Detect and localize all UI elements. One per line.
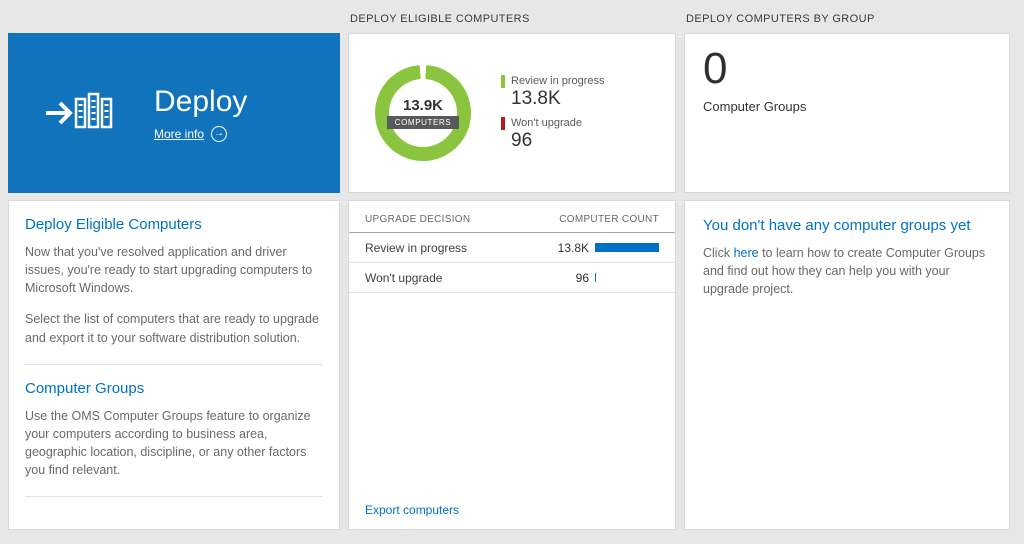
legend-value: 13.8K bbox=[511, 87, 561, 109]
section-deploy-eligible: Deploy Eligible Computers Now that you'v… bbox=[25, 201, 323, 365]
more-info-label: More info bbox=[154, 126, 205, 141]
donut-legend: Review in progress 13.8K Won't upgrade 9… bbox=[501, 68, 605, 159]
deploy-description-card: Deploy Eligible Computers Now that you'v… bbox=[8, 200, 340, 530]
middle-column: 13.9K COMPUTERS Review in progress 13.8K… bbox=[348, 33, 676, 530]
row-label: Won't upgrade bbox=[365, 270, 443, 285]
deploy-tile[interactable]: Deploy More info → bbox=[8, 33, 340, 193]
more-info-link[interactable]: More info → bbox=[154, 125, 247, 142]
column-header-computer-count: COMPUTER COUNT bbox=[559, 214, 659, 225]
table-row-wont-upgrade[interactable]: Won't upgrade 96 bbox=[349, 263, 675, 293]
tile-title: Deploy bbox=[154, 84, 248, 118]
row-label: Review in progress bbox=[365, 240, 468, 255]
deploy-servers-icon bbox=[42, 87, 120, 139]
right-column: 0 Computer Groups You don't have any com… bbox=[684, 33, 1010, 530]
row-value: 96 bbox=[575, 270, 589, 285]
heading-computer-groups: Computer Groups bbox=[25, 379, 145, 397]
count-bar-track bbox=[595, 243, 659, 252]
legend-item-review-in-progress: Review in progress 13.8K bbox=[501, 74, 605, 110]
section-header-deploy-eligible: DEPLOY ELIGIBLE COMPUTERS bbox=[350, 13, 530, 25]
legend-swatch-red bbox=[501, 116, 505, 130]
upgrade-decision-table-card: UPGRADE DECISION COMPUTER COUNT Review i… bbox=[348, 200, 676, 530]
legend-item-wont-upgrade: Won't upgrade 96 bbox=[501, 116, 605, 152]
row-value: 13.8K bbox=[557, 240, 589, 255]
donut-center: 13.9K COMPUTERS bbox=[375, 65, 471, 161]
donut-total-value: 13.9K bbox=[402, 97, 444, 114]
legend-label-row: Review in progress bbox=[501, 74, 605, 88]
section-header-deploy-by-group: DEPLOY COMPUTERS BY GROUP bbox=[686, 13, 875, 25]
legend-swatch-green bbox=[501, 74, 505, 88]
section-computer-groups: Computer Groups Use the OMS Computer Gro… bbox=[25, 365, 323, 498]
legend-label: Review in progress bbox=[511, 75, 605, 88]
heading-deploy-eligible-computers: Deploy Eligible Computers bbox=[25, 216, 202, 233]
count-bar-track bbox=[595, 273, 659, 282]
no-groups-text-before: Click bbox=[703, 246, 734, 260]
computers-donut-chart[interactable]: 13.9K COMPUTERS bbox=[375, 65, 471, 161]
no-groups-text: Click here to learn how to create Comput… bbox=[703, 244, 991, 298]
computer-groups-count-card: 0 Computer Groups bbox=[684, 33, 1010, 193]
paragraph-resolved-issues: Now that you've resolved application and… bbox=[25, 245, 313, 296]
donut-total-label: COMPUTERS bbox=[386, 116, 460, 129]
no-groups-text-after: to learn how to create Computer Groups a… bbox=[703, 246, 986, 297]
legend-label: Won't upgrade bbox=[511, 117, 583, 129]
count-bar bbox=[595, 273, 597, 282]
table-row-review-in-progress[interactable]: Review in progress 13.8K bbox=[349, 233, 675, 263]
legend-label-row: Won't upgrade bbox=[501, 116, 605, 130]
eligible-computers-chart-card: 13.9K COMPUTERS Review in progress 13.8K… bbox=[348, 33, 676, 193]
here-link[interactable]: here bbox=[733, 246, 759, 260]
tile-text: Deploy More info → bbox=[154, 85, 247, 142]
paragraph-oms-groups: Use the OMS Computer Groups feature to o… bbox=[25, 408, 311, 477]
group-count: 0 bbox=[703, 44, 728, 93]
left-column: Deploy More info → Deploy Eligible Compu… bbox=[8, 33, 340, 530]
export-computers-link[interactable]: Export computers bbox=[365, 503, 460, 517]
group-count-label: Computer Groups bbox=[703, 98, 807, 114]
no-groups-heading: You don't have any computer groups yet bbox=[703, 217, 971, 234]
legend-value: 96 bbox=[511, 129, 533, 151]
count-bar bbox=[595, 243, 659, 252]
no-groups-card: You don't have any computer groups yet C… bbox=[684, 200, 1010, 530]
column-header-upgrade-decision: UPGRADE DECISION bbox=[365, 214, 471, 225]
arrow-right-circle-icon: → bbox=[211, 125, 228, 142]
paragraph-select-list: Select the list of computers that are re… bbox=[25, 312, 319, 345]
table-header-row: UPGRADE DECISION COMPUTER COUNT bbox=[349, 201, 675, 233]
